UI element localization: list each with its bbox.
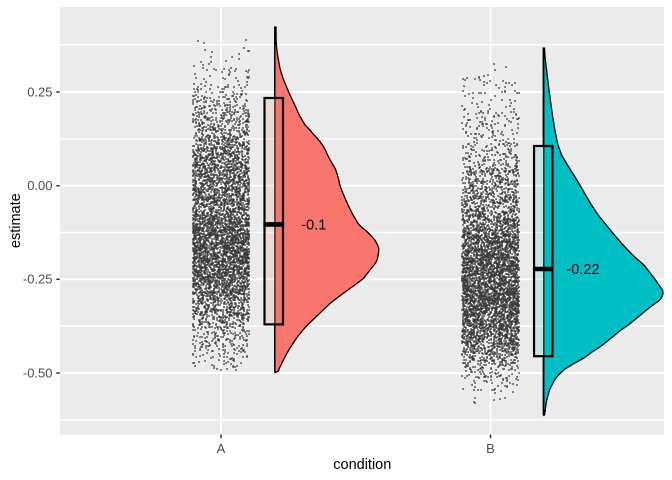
svg-text:0.25: 0.25: [27, 84, 52, 99]
svg-text:-0.50: -0.50: [23, 365, 53, 380]
svg-text:-0.22: -0.22: [566, 262, 599, 278]
svg-text:A: A: [217, 441, 226, 456]
svg-text:0.00: 0.00: [27, 178, 52, 193]
svg-text:-0.1: -0.1: [301, 218, 326, 234]
svg-text:estimate: estimate: [8, 193, 24, 248]
svg-text:B: B: [486, 441, 495, 456]
svg-text:condition: condition: [333, 457, 391, 473]
svg-text:-0.25: -0.25: [23, 272, 53, 287]
